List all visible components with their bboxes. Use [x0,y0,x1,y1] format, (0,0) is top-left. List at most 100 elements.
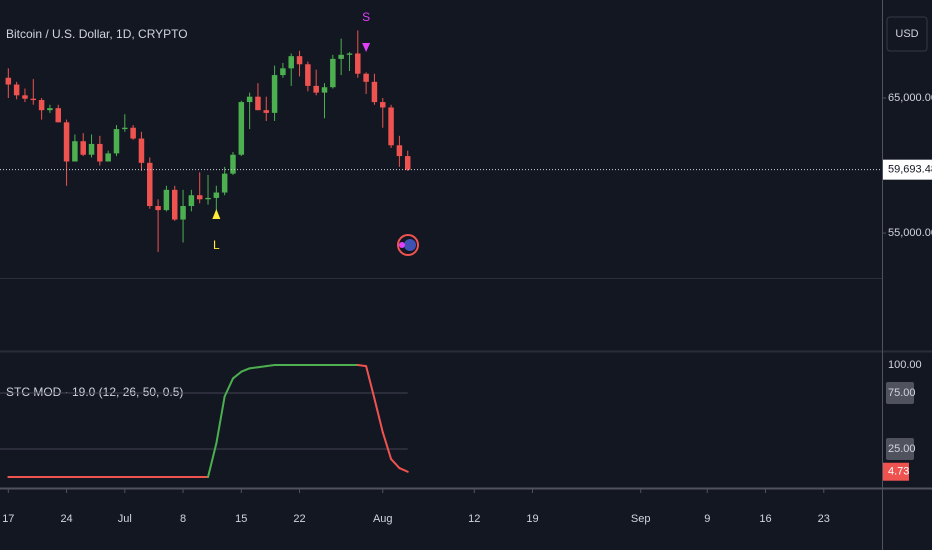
indicator-segment [207,442,218,479]
indicator-segment [223,377,234,398]
signal-label: L [213,238,220,252]
candle-body [255,96,261,111]
candle-body [55,108,61,123]
x-tick-label: 17 [2,513,14,525]
x-tick-label: 9 [704,513,710,525]
x-tick-label: 8 [180,513,186,525]
candle-body [363,73,369,82]
candle-body [388,107,394,146]
candle-body [271,75,278,113]
candle-body [171,189,178,220]
y-tick-box [886,382,914,405]
candle-body [130,127,136,139]
candle-body [205,197,211,200]
x-tick-label: 16 [759,513,771,525]
indicator-segment [390,458,401,470]
y-tick-label: 100.00 [888,359,922,371]
x-tick-label: 22 [293,513,305,525]
candle-body [113,129,120,154]
event-icon-flag[interactable] [404,239,416,251]
indicator-segment [248,366,259,370]
indicator-title: STC MOD · 19.0 (12, 26, 50, 0.5) [6,385,183,399]
indicator-segment [231,370,243,380]
candle-body [380,102,386,108]
candle-body [147,162,153,207]
indicator-segment [265,363,276,368]
currency-button[interactable] [886,16,928,52]
x-tick-label: 12 [468,513,480,525]
x-tick-label: Sep [631,513,651,525]
candle-body [63,122,70,162]
candle-body [288,56,294,69]
candle-body [97,143,103,162]
candle-body [88,143,95,155]
signal-marker [212,209,221,219]
candle-body [246,96,253,103]
y-tick-box [886,438,914,461]
signal-label: S [362,10,370,24]
candle-body [238,102,245,155]
candle-body [371,81,378,103]
last-price-box [883,159,932,180]
candle-body [5,77,12,85]
indicator-segment [240,367,251,373]
last-price-label: 59,693.48 [888,164,932,176]
last-value-label: 4.73 [888,466,909,478]
candle-body [163,189,170,211]
candle-body [22,95,28,99]
currency-label[interactable]: USD [895,28,918,40]
x-tick-label: Jul [118,513,132,525]
y-tick-label: 65,000.00 [888,92,932,104]
x-tick-label: 19 [526,513,538,525]
candle-body [263,110,270,113]
candle-body [230,154,236,174]
candle-body [280,68,286,76]
candle-body [321,87,328,93]
event-icon[interactable] [397,234,419,256]
candle-body [355,53,361,74]
candle-body [346,53,353,55]
candle-body [221,173,228,193]
x-tick-label: 24 [60,513,72,525]
last-value-box [883,462,909,481]
candle-body [30,98,37,101]
x-tick-label: 15 [235,513,247,525]
candle-body [188,195,195,207]
indicator-segment [215,395,226,445]
candle-body [105,153,111,162]
candle-body [138,138,145,163]
chart-title: Bitcoin / U.S. Dollar, 1D, CRYPTO [6,27,188,41]
indicator-segment [373,397,384,434]
indicator-segment [398,467,409,473]
candle-body [338,54,344,59]
candle-body [13,84,20,96]
indicator-segment [256,365,268,369]
candle-body [180,206,186,220]
candle-body [396,145,403,157]
candle-body [155,206,161,211]
candle-body [213,192,220,198]
y-tick-label: 55,000.00 [888,227,932,239]
candle-body [296,56,303,65]
x-tick-label: Aug [373,513,393,525]
candle-body [47,108,53,111]
y-tick-label: 75.00 [888,387,916,399]
candle-body [305,64,311,86]
candle-body [72,141,78,162]
signal-marker [362,43,371,52]
candle-body [122,127,128,130]
event-icon-dot[interactable] [399,242,405,248]
indicator-segment [381,431,393,461]
y-tick-label: 25.00 [888,443,916,455]
x-tick-label: 23 [818,513,830,525]
candle-body [80,141,86,155]
candle-body [330,58,336,88]
candle-body [404,156,411,170]
candle-body [313,85,319,93]
indicator-segment [356,363,368,368]
indicator-segment [365,365,376,400]
candle-body [196,195,203,200]
